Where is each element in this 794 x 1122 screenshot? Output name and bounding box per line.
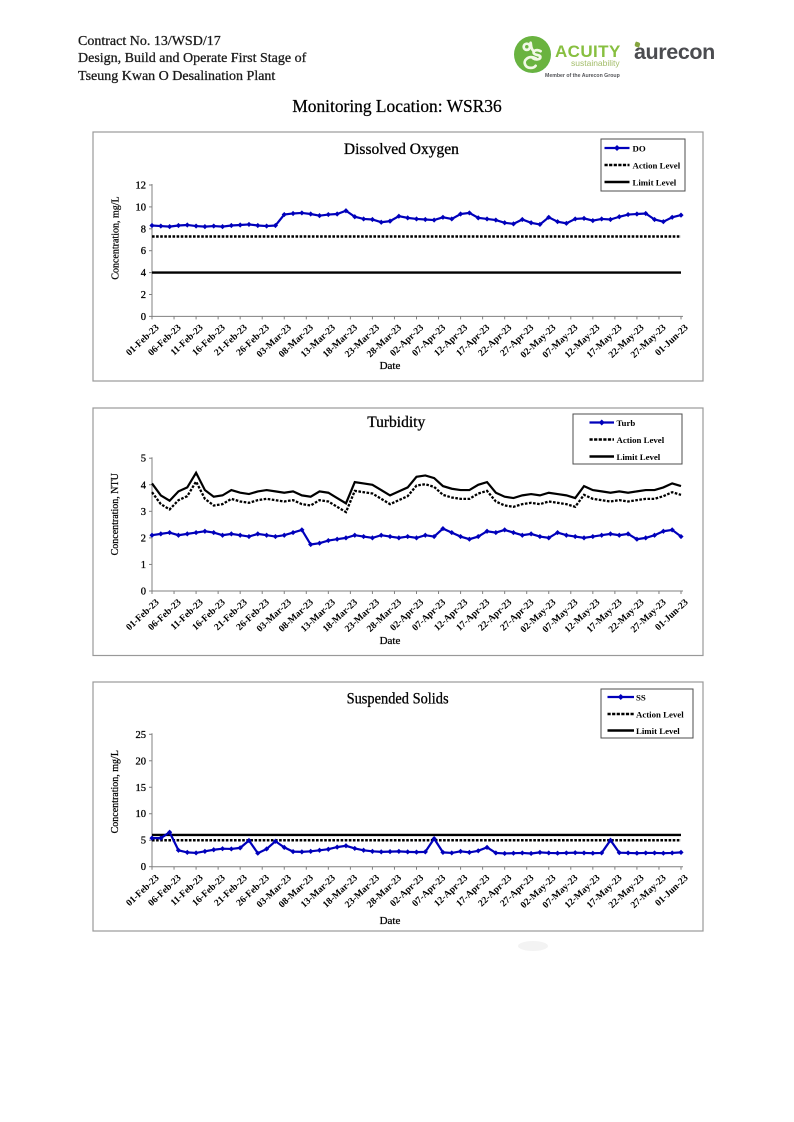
svg-text:0: 0 — [141, 587, 146, 598]
svg-text:Dissolved Oxygen: Dissolved Oxygen — [344, 141, 459, 158]
svg-text:Limit Level: Limit Level — [636, 726, 680, 736]
svg-text:SS: SS — [636, 693, 646, 703]
svg-text:20: 20 — [136, 756, 147, 767]
svg-text:10: 10 — [136, 202, 147, 213]
svg-text:Limit Level: Limit Level — [617, 452, 661, 462]
svg-text:Action Level: Action Level — [633, 161, 681, 171]
svg-text:5: 5 — [141, 836, 146, 847]
svg-text:5: 5 — [141, 454, 146, 465]
svg-text:Action Level: Action Level — [617, 435, 665, 445]
svg-text:Limit Level: Limit Level — [633, 178, 677, 188]
svg-text:Date: Date — [380, 635, 401, 647]
svg-text:4: 4 — [141, 268, 147, 279]
svg-text:2: 2 — [141, 290, 146, 301]
svg-text:25: 25 — [136, 730, 147, 741]
svg-text:Suspended Solids: Suspended Solids — [347, 691, 449, 708]
svg-text:Turbidity: Turbidity — [367, 414, 425, 431]
svg-text:3: 3 — [141, 507, 146, 518]
svg-text:Action Level: Action Level — [636, 710, 684, 720]
svg-text:Date: Date — [380, 360, 401, 372]
svg-text:0: 0 — [141, 312, 146, 323]
svg-text:Turb: Turb — [617, 418, 636, 428]
svg-text:2: 2 — [141, 533, 146, 544]
svg-text:Concentration, NTU: Concentration, NTU — [110, 472, 121, 555]
svg-text:12: 12 — [136, 181, 147, 192]
svg-text:4: 4 — [141, 480, 147, 491]
svg-text:10: 10 — [136, 809, 147, 820]
svg-text:0: 0 — [141, 862, 146, 873]
svg-text:15: 15 — [136, 783, 147, 794]
svg-text:DO: DO — [633, 144, 646, 154]
svg-text:Concentration, mg/L: Concentration, mg/L — [111, 196, 122, 279]
svg-text:Date: Date — [380, 915, 401, 927]
svg-text:Concentration, mg/L: Concentration, mg/L — [110, 750, 121, 833]
svg-text:1: 1 — [141, 560, 146, 571]
svg-text:8: 8 — [141, 224, 146, 235]
svg-text:6: 6 — [141, 246, 146, 257]
